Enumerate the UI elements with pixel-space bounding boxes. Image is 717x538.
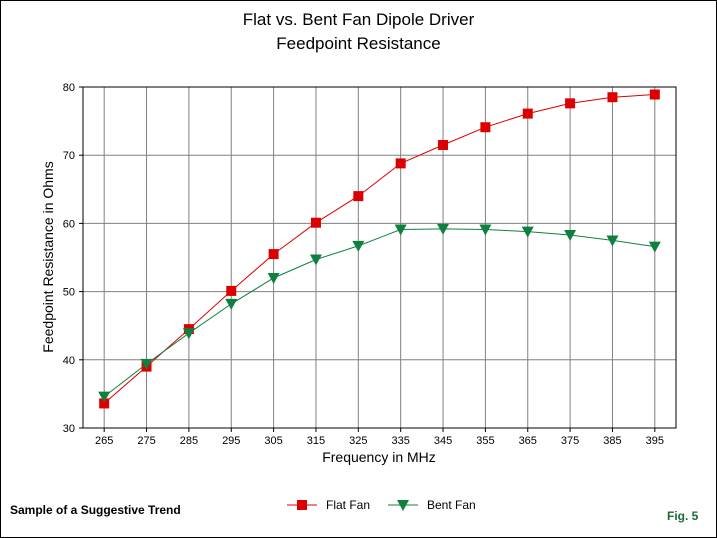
footnote: Sample of a Suggestive Trend — [10, 503, 181, 517]
legend-label-flat-fan: Flat Fan — [326, 498, 370, 512]
data-point-bent-fan — [521, 226, 534, 238]
data-point-flat-fan — [480, 122, 491, 133]
y-tick-label: 50 — [63, 287, 75, 299]
x-tick-label: 395 — [646, 435, 664, 447]
y-axis-label: Feedpoint Resistance in Ohms — [40, 161, 56, 352]
data-point-flat-fan — [607, 92, 618, 103]
data-point-bent-fan — [98, 391, 111, 403]
data-point-bent-fan — [182, 328, 195, 340]
x-tick-label: 265 — [95, 435, 113, 447]
y-tick-label: 80 — [63, 82, 75, 94]
x-tick-label: 325 — [349, 435, 367, 447]
data-point-flat-fan — [649, 89, 660, 100]
series-line-bent-fan — [103, 228, 655, 397]
axis-ticks: 265 275 285 295 305 315 325 335 345 355 365 375 385 3… — [63, 82, 664, 447]
data-point-flat-fan — [310, 217, 321, 228]
data-point-bent-fan — [437, 223, 450, 235]
series-bent-fan — [98, 223, 661, 403]
x-tick-label: 355 — [476, 435, 494, 447]
figure-label: Fig. 5 — [667, 509, 699, 523]
data-point-bent-fan — [225, 298, 238, 310]
legend: Flat Fan Bent Fan — [287, 498, 476, 512]
chart-title: Flat vs. Bent Fan Dipole Driver — [242, 10, 475, 29]
x-axis-label: Frequency in MHz — [322, 449, 436, 465]
data-point-bent-fan — [564, 229, 577, 241]
series-layer — [98, 89, 661, 409]
data-point-flat-fan — [438, 139, 449, 150]
x-tick-label: 345 — [434, 435, 452, 447]
y-tick-label: 70 — [63, 150, 75, 162]
grid-lines — [83, 87, 676, 428]
data-point-flat-fan — [268, 249, 279, 260]
data-point-flat-fan — [353, 191, 364, 202]
legend-marker-flat-fan — [297, 500, 307, 510]
data-point-flat-fan — [226, 285, 237, 296]
data-point-bent-fan — [394, 224, 407, 236]
data-point-bent-fan — [267, 272, 280, 284]
series-flat-fan — [99, 89, 660, 409]
data-point-bent-fan — [648, 241, 661, 253]
data-point-bent-fan — [606, 235, 619, 247]
y-tick-label: 60 — [63, 218, 75, 230]
x-tick-label: 305 — [264, 435, 282, 447]
legend-item-bent-fan: Bent Fan — [388, 498, 476, 512]
y-tick-label: 40 — [63, 355, 75, 367]
legend-label-bent-fan: Bent Fan — [427, 498, 476, 512]
data-point-flat-fan — [99, 398, 110, 409]
data-point-flat-fan — [395, 158, 406, 169]
data-point-bent-fan — [352, 240, 365, 252]
data-point-flat-fan — [565, 98, 576, 109]
y-tick-label: 30 — [63, 423, 75, 435]
x-tick-label: 295 — [222, 435, 240, 447]
x-tick-label: 275 — [137, 435, 155, 447]
data-point-bent-fan — [479, 224, 492, 236]
data-point-bent-fan — [309, 254, 322, 266]
x-tick-label: 385 — [603, 435, 621, 447]
x-tick-label: 365 — [519, 435, 537, 447]
x-tick-label: 315 — [307, 435, 325, 447]
x-tick-label: 375 — [561, 435, 579, 447]
x-tick-label: 285 — [180, 435, 198, 447]
series-line-flat-fan — [103, 94, 655, 404]
legend-marker-bent-fan — [397, 500, 409, 511]
data-point-bent-fan — [140, 358, 153, 370]
x-tick-label: 335 — [391, 435, 409, 447]
chart-subtitle: Feedpoint Resistance — [276, 34, 441, 53]
legend-item-flat-fan: Flat Fan — [287, 498, 370, 512]
data-point-flat-fan — [522, 108, 533, 119]
plot-area — [82, 86, 677, 429]
